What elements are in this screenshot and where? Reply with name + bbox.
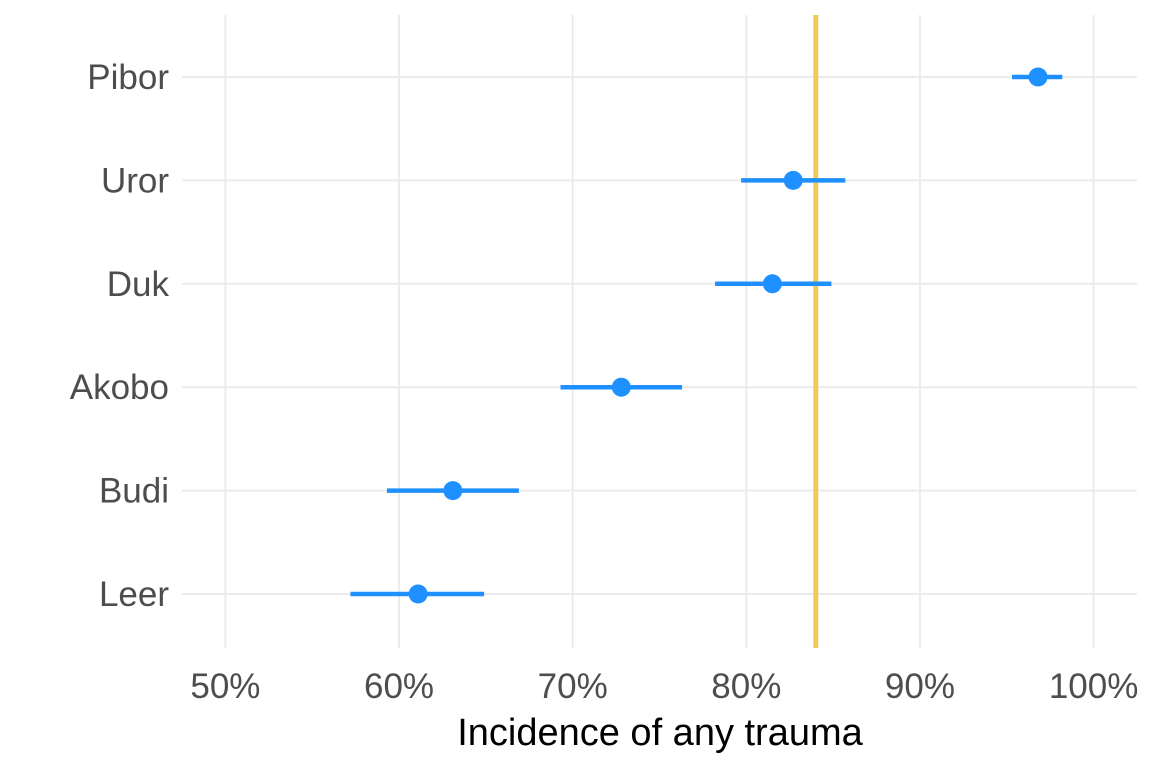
y-tick-label-budi: Budi — [99, 472, 169, 511]
data-series — [350, 67, 1063, 604]
x-tick-label: 60% — [364, 667, 434, 706]
point-duk — [762, 274, 782, 294]
point-pibor — [1028, 67, 1048, 87]
x-tick-label: 50% — [190, 667, 260, 706]
y-tick-label-pibor: Pibor — [87, 58, 169, 97]
x-tick-label: 90% — [885, 667, 955, 706]
y-tick-label-leer: Leer — [99, 575, 169, 614]
point-uror — [783, 170, 803, 190]
point-akobo — [611, 377, 631, 397]
x-tick-label: 80% — [711, 667, 781, 706]
x-tick-label: 70% — [538, 667, 608, 706]
y-axis-ticks: Pibor Uror Duk Akobo Budi Leer — [70, 58, 170, 614]
point-leer — [408, 584, 428, 604]
grid — [182, 15, 1137, 648]
y-tick-label-akobo: Akobo — [70, 368, 169, 407]
x-axis-title: Incidence of any trauma — [457, 712, 863, 754]
x-tick-label: 100% — [1049, 667, 1139, 706]
y-tick-label-uror: Uror — [101, 161, 169, 200]
x-axis-ticks: 50% 60% 70% 80% 90% 100% — [190, 667, 1138, 706]
y-tick-label-duk: Duk — [107, 265, 170, 304]
point-budi — [443, 481, 463, 501]
